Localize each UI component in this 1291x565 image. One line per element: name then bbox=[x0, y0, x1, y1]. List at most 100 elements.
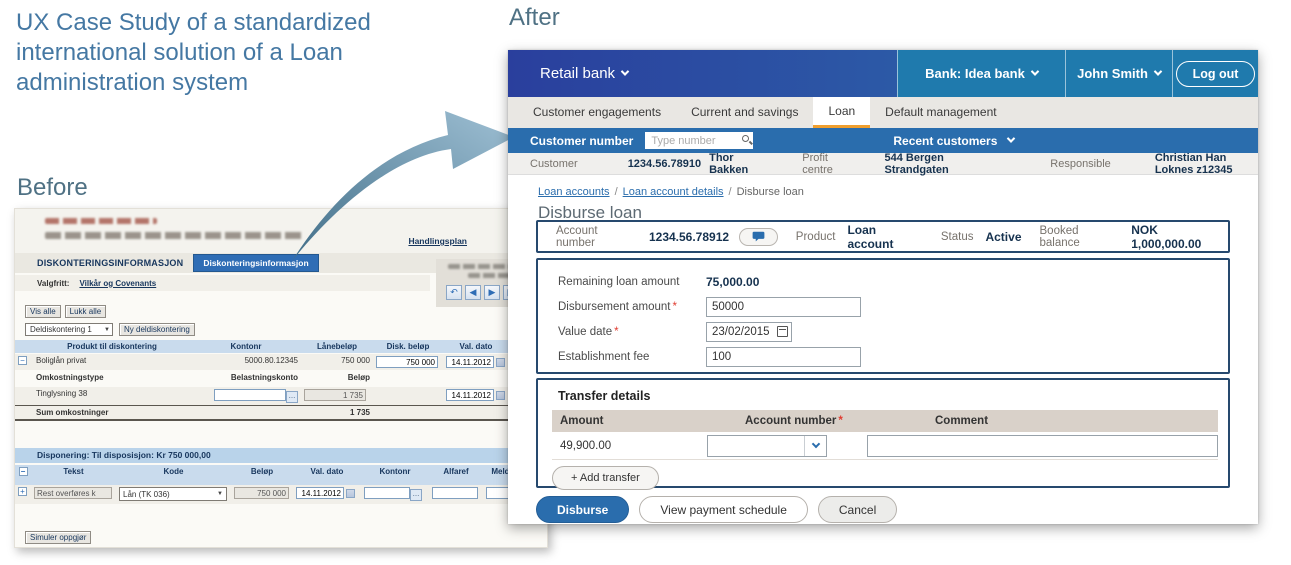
account-column-header: Account number * bbox=[745, 415, 843, 427]
remaining-loan-label: Remaining loan amount bbox=[558, 276, 680, 288]
col-belop: Beløp bbox=[347, 373, 370, 382]
valdato2-input[interactable] bbox=[296, 487, 344, 499]
breadcrumb-loan-accounts[interactable]: Loan accounts bbox=[538, 186, 610, 198]
cancel-button[interactable]: Cancel bbox=[817, 496, 898, 523]
speech-bubble-icon bbox=[752, 231, 765, 242]
action-buttons: Disburse View payment schedule Cancel bbox=[536, 496, 898, 523]
kode-value: Lån (TK 036) bbox=[123, 489, 170, 499]
valgfritt-label: Valgfritt: bbox=[37, 278, 70, 288]
section-title: DISKONTERINGSINFORMASJON bbox=[37, 258, 184, 268]
account-note-button[interactable] bbox=[739, 227, 778, 246]
valdato-input[interactable] bbox=[446, 356, 494, 368]
product-label: Product bbox=[795, 230, 836, 243]
col-alfaref: Alfaref bbox=[429, 465, 483, 485]
tab-default-management[interactable]: Default management bbox=[885, 105, 997, 119]
undo-icon[interactable]: ↶ bbox=[446, 285, 462, 300]
breadcrumb: Loan accounts / Loan account details / Disbu… bbox=[538, 186, 804, 198]
next-icon[interactable]: ▶ bbox=[484, 285, 500, 300]
kode-select[interactable]: Lån (TK 036) ▼ bbox=[119, 487, 227, 501]
search-icon[interactable] bbox=[742, 135, 750, 142]
collapse-all-icon[interactable]: − bbox=[18, 467, 28, 476]
sum-label: Sum omkostninger bbox=[36, 408, 109, 417]
breadcrumb-current: Disburse loan bbox=[736, 186, 804, 198]
tab-loan[interactable]: Loan bbox=[813, 97, 871, 128]
col-belop2: Beløp bbox=[231, 465, 293, 485]
transfer-table-header: Amount Account number * Comment bbox=[552, 410, 1218, 432]
collapse-icon[interactable]: − bbox=[18, 356, 27, 365]
deldiskontering-select[interactable]: Deldiskontering 1 ▼ bbox=[25, 323, 113, 336]
lukk-alle-button[interactable]: Lukk alle bbox=[64, 305, 107, 318]
col-lanebelop: Lånebeløp bbox=[301, 340, 373, 353]
customer-number-input[interactable] bbox=[645, 132, 754, 149]
expand-icon[interactable]: + bbox=[18, 487, 27, 496]
belastningskonto-input[interactable] bbox=[214, 389, 286, 401]
section-tab-button[interactable]: Diskonteringsinformasjon bbox=[193, 254, 319, 272]
calendar-icon[interactable] bbox=[777, 326, 788, 337]
tab-current-and-savings[interactable]: Current and savings bbox=[691, 105, 799, 119]
customer-label: Customer bbox=[530, 157, 578, 170]
app-header: Retail bank Bank: Idea bank John Smith L… bbox=[508, 50, 1258, 97]
disbursement-amount-input[interactable] bbox=[706, 297, 861, 317]
col-produkt: Produkt til diskontering bbox=[33, 340, 191, 353]
prev-icon[interactable]: ◀ bbox=[465, 285, 481, 300]
retail-bank-label: Retail bank bbox=[540, 65, 616, 82]
expand-collapse-buttons: Vis alle Lukk alle bbox=[25, 305, 107, 318]
value-date-label: Value date * bbox=[558, 326, 619, 338]
section-header-row: DISKONTERINGSINFORMASJON Diskonteringsin… bbox=[15, 253, 547, 273]
table1-sum-row: Sum omkostninger 1 735 Vis nedb bbox=[15, 405, 549, 421]
redacted-version-text bbox=[468, 273, 540, 278]
col-kontonr: Kontonr bbox=[191, 340, 301, 353]
deldiskontering-value: Deldiskontering 1 bbox=[30, 325, 92, 334]
add-transfer-button[interactable]: + Add transfer bbox=[552, 466, 659, 490]
view-payment-schedule-button[interactable]: View payment schedule bbox=[639, 496, 808, 523]
alfaref-input[interactable] bbox=[432, 487, 478, 499]
col-tekst: Tekst bbox=[31, 465, 116, 485]
simuler-oppgjor-button[interactable]: Simuler oppgjør bbox=[25, 531, 92, 544]
cost-valdato-input[interactable] bbox=[446, 389, 494, 401]
establishment-fee-label: Establishment fee bbox=[558, 351, 650, 363]
breadcrumb-loan-account-details[interactable]: Loan account details bbox=[622, 186, 724, 198]
chevron-down-icon bbox=[811, 439, 820, 449]
before-label: Before bbox=[17, 174, 88, 201]
transfer-row: 49,900.00 bbox=[552, 432, 1218, 460]
table1-header: Produkt til diskontering Kontonr Lånebel… bbox=[15, 340, 549, 353]
select-arrow-icon: ▼ bbox=[104, 326, 110, 333]
disk-belop-input[interactable] bbox=[376, 356, 438, 368]
logout-button[interactable]: Log out bbox=[1175, 60, 1256, 87]
vis-alle-button[interactable]: Vis alle bbox=[25, 305, 61, 318]
establishment-fee-input[interactable] bbox=[706, 347, 861, 367]
ny-deldiskontering-button[interactable]: Ny deldiskontering bbox=[119, 323, 195, 336]
calendar-icon[interactable] bbox=[346, 488, 355, 498]
before-to-after-arrow bbox=[292, 111, 514, 261]
table1-subheader: Omkostningstype Belastningskonto Beløp D… bbox=[15, 371, 549, 384]
tekst-input[interactable] bbox=[34, 487, 112, 499]
value-date-input[interactable] bbox=[706, 322, 792, 342]
redacted-text-line bbox=[45, 218, 157, 224]
customer-number-label: Customer number bbox=[530, 133, 634, 148]
vilkar-covenants-link[interactable]: Vilkår og Covenants bbox=[79, 278, 157, 288]
col-omkostningstype: Omkostningstype bbox=[36, 373, 104, 382]
status-label: Status bbox=[940, 230, 974, 243]
belop2-input bbox=[234, 487, 289, 499]
deldiskontering-row: Deldiskontering 1 ▼ Ny deldiskontering bbox=[25, 323, 195, 336]
account-number-select[interactable] bbox=[707, 434, 827, 457]
status-badge: Active bbox=[985, 229, 1022, 244]
bank-selector-menu[interactable]: Bank: Idea bank bbox=[897, 50, 1065, 97]
kontonr2-input[interactable] bbox=[364, 487, 410, 499]
browse-icon[interactable]: … bbox=[410, 488, 422, 501]
handlingsplan-link[interactable]: Handlingsplan bbox=[408, 236, 467, 246]
comment-input[interactable] bbox=[867, 434, 1218, 457]
disburse-button[interactable]: Disburse bbox=[536, 496, 630, 523]
col-valdato: Val. dato bbox=[443, 340, 509, 353]
col-kode: Kode bbox=[116, 465, 231, 485]
retail-bank-menu[interactable]: Retail bank bbox=[508, 50, 897, 97]
browse-icon[interactable]: … bbox=[286, 390, 298, 403]
tab-customer-engagements[interactable]: Customer engagements bbox=[533, 105, 662, 119]
cell-kontonr: 5000.80.12345 bbox=[244, 356, 298, 365]
account-summary-bar: Account number 1234.56.78912 Product Loa… bbox=[536, 220, 1230, 253]
calendar-icon[interactable] bbox=[496, 357, 505, 367]
user-menu[interactable]: John Smith bbox=[1065, 50, 1172, 97]
calendar-icon[interactable] bbox=[496, 390, 505, 400]
col-valdato2: Val. dato bbox=[293, 465, 361, 485]
recent-customers-menu[interactable]: Recent customers bbox=[893, 134, 1015, 148]
